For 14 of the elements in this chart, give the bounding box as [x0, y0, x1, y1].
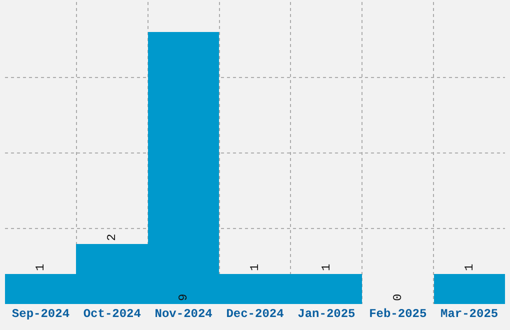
x-tick-label: Sep-2024 [12, 307, 70, 321]
x-tick-label: Feb-2025 [369, 307, 427, 321]
x-tick-label: Nov-2024 [154, 307, 212, 321]
x-tick-label: Jan-2025 [298, 307, 356, 321]
data-label: 1 [462, 264, 476, 271]
data-label: 1 [248, 264, 262, 271]
data-label: 0 [391, 294, 405, 301]
data-label: 9 [176, 294, 190, 301]
x-tick-label: Oct-2024 [83, 307, 141, 321]
x-tick-label: Mar-2025 [440, 307, 498, 321]
data-label: 1 [34, 264, 48, 271]
x-tick-label: Dec-2024 [226, 307, 284, 321]
data-label: 1 [320, 264, 334, 271]
data-label: 2 [105, 234, 119, 241]
